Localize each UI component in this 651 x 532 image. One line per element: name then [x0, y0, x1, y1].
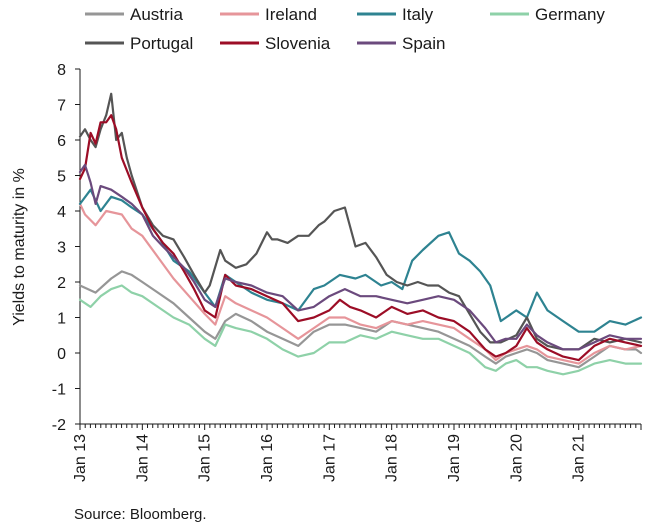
y-tick-label: 5	[57, 169, 66, 186]
legend-label-ireland: Ireland	[265, 5, 317, 24]
y-tick-label: 8	[57, 62, 66, 79]
x-tick-label: Jan 14	[134, 434, 151, 482]
x-ticks: Jan 13 Jan 14 Jan 15 Jan 16 Jan 17 Jan 18 Jan …	[72, 424, 642, 482]
series-line-spain	[78, 163, 643, 351]
series-lines	[78, 92, 643, 376]
series-line-portugal	[78, 92, 643, 351]
x-tick-label: Jan 19	[446, 434, 463, 482]
legend-label-slovenia: Slovenia	[265, 34, 331, 53]
series-line-slovenia	[78, 114, 643, 362]
legend-label-portugal: Portugal	[130, 34, 193, 53]
legend-label-italy: Italy	[402, 5, 434, 24]
x-tick-label: Jan 15	[197, 434, 214, 482]
x-tick-label: Jan 13	[72, 434, 89, 482]
y-tick-label: -1	[52, 382, 66, 399]
x-tick-label: Jan 21	[571, 434, 588, 482]
series-line-ireland	[78, 202, 643, 365]
x-tick-label: Jan 18	[384, 434, 401, 482]
y-tick-label: 1	[57, 311, 66, 328]
y-tick-label: 7	[57, 98, 66, 115]
legend-label-germany: Germany	[535, 5, 605, 24]
x-tick-label: Jan 20	[508, 434, 525, 482]
y-tick-label: 0	[57, 346, 66, 363]
x-tick-label: Jan 16	[259, 434, 276, 482]
legend: Austria Ireland Italy Germany Portugal Sloven…	[85, 5, 605, 53]
y-ticks: 8 7 6 5 4 3 2 1 0 -1 -2	[52, 62, 80, 434]
series-line-germany	[78, 284, 643, 376]
y-tick-label: 2	[57, 275, 66, 292]
series-line-austria	[78, 270, 643, 369]
legend-label-austria: Austria	[130, 5, 183, 24]
y-axis-label: Yields to maturity in %	[11, 168, 28, 326]
y-tick-label: 6	[57, 133, 66, 150]
y-tick-label: 3	[57, 240, 66, 257]
source-note: Source: Bloomberg.	[74, 506, 207, 523]
y-tick-label: -2	[52, 417, 66, 434]
legend-label-spain: Spain	[402, 34, 445, 53]
y-tick-label: 4	[57, 204, 66, 221]
x-tick-label: Jan 17	[321, 434, 338, 482]
